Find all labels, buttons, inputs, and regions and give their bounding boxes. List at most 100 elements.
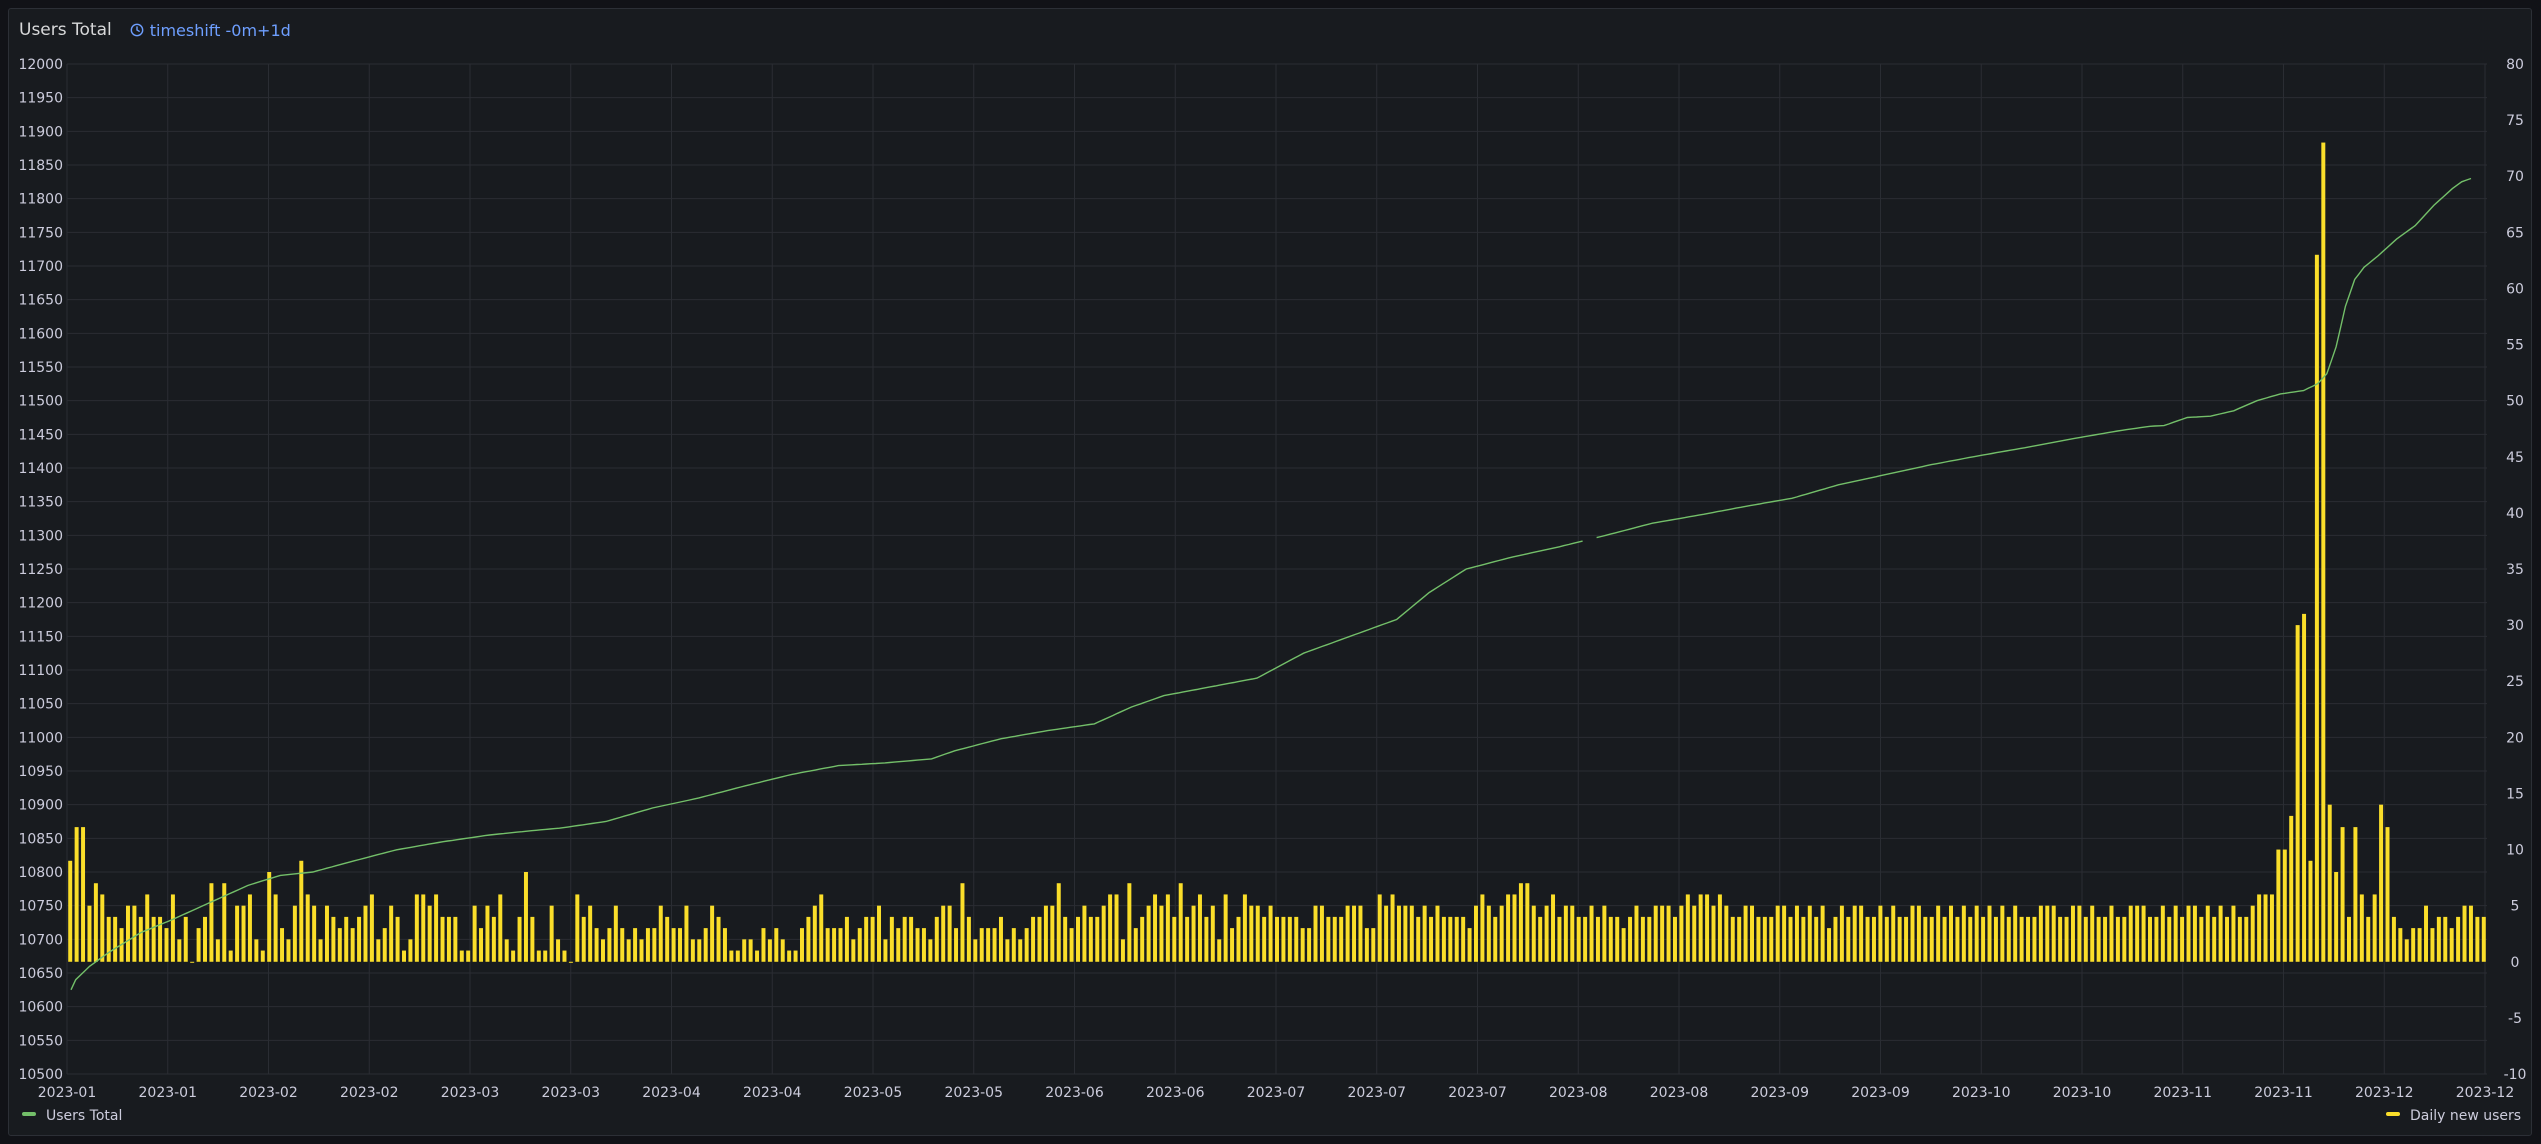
bar[interactable] [1345,905,1350,962]
bar[interactable] [2013,905,2018,962]
bar[interactable] [247,894,252,962]
bar[interactable] [645,928,650,962]
bar[interactable] [1647,916,1652,962]
bar[interactable] [1223,894,1228,962]
bar[interactable] [1088,916,1093,962]
bar[interactable] [1474,905,1478,962]
bar[interactable] [395,916,400,962]
bar[interactable] [774,928,779,962]
bar[interactable] [2276,849,2281,962]
bar[interactable] [1294,916,1299,962]
bar[interactable] [2340,827,2345,962]
bar[interactable] [806,916,811,962]
bar[interactable] [1499,905,1504,962]
legend-label-daily-new-users[interactable]: Daily new users [2410,1108,2521,1124]
bar[interactable] [684,905,689,962]
bar[interactable] [498,894,503,962]
bar[interactable] [581,916,586,962]
bar[interactable] [742,939,747,962]
bar[interactable] [2160,905,2165,962]
bar[interactable] [1429,916,1434,962]
bar[interactable] [2122,916,2127,962]
bar[interactable] [2257,894,2262,962]
bar[interactable] [2456,916,2461,962]
bar[interactable] [1827,928,1832,962]
bar[interactable] [363,905,368,962]
bar[interactable] [543,950,548,962]
bar[interactable] [523,872,528,962]
bar[interactable] [1929,916,1934,962]
bar[interactable] [1525,883,1530,962]
bar[interactable] [1570,905,1575,962]
bar[interactable] [1589,905,1594,962]
bar[interactable] [106,916,111,962]
bar[interactable] [986,928,991,962]
bar[interactable] [934,916,939,962]
bar[interactable] [857,928,862,962]
bar[interactable] [228,950,233,962]
bar[interactable] [678,928,683,962]
bar[interactable] [1955,916,1960,962]
bar[interactable] [145,894,150,962]
bar[interactable] [1782,905,1787,962]
bar[interactable] [1358,905,1363,962]
bar[interactable] [1846,916,1851,962]
bar[interactable] [1884,916,1889,962]
bar[interactable] [2096,916,2101,962]
bar[interactable] [735,950,740,962]
bar[interactable] [2083,916,2088,962]
bar[interactable] [2103,916,2108,962]
bar[interactable] [1987,905,1992,962]
bar[interactable] [2135,905,2140,962]
bar[interactable] [652,928,657,962]
bar[interactable] [1486,905,1491,962]
bar[interactable] [357,916,362,962]
bar[interactable] [1640,916,1645,962]
bar[interactable] [203,916,208,962]
bar[interactable] [2327,804,2332,962]
bar[interactable] [1904,916,1909,962]
bar[interactable] [87,905,92,962]
bar[interactable] [2225,916,2230,962]
bar[interactable] [2443,916,2448,962]
bar[interactable] [312,905,317,962]
bar[interactable] [1095,916,1100,962]
bar[interactable] [68,860,73,962]
bar[interactable] [466,950,471,962]
bar[interactable] [1159,905,1164,962]
bar[interactable] [2199,916,2204,962]
bar[interactable] [1493,916,1498,962]
bar[interactable] [1307,928,1312,962]
bar[interactable] [941,905,946,962]
bar[interactable] [1730,916,1735,962]
bar[interactable] [2379,804,2384,962]
bar[interactable] [575,894,580,962]
bar[interactable] [2019,916,2024,962]
bar[interactable] [125,905,130,962]
bar[interactable] [716,916,721,962]
bar[interactable] [1551,894,1556,962]
bar[interactable] [556,939,561,962]
bar[interactable] [671,928,676,962]
bar[interactable] [331,916,336,962]
bar[interactable] [902,916,907,962]
bar[interactable] [132,905,137,962]
bar[interactable] [1377,894,1382,962]
bar[interactable] [1563,905,1568,962]
bar[interactable] [2128,905,2133,962]
bar[interactable] [2430,928,2435,962]
bar[interactable] [992,928,997,962]
bar[interactable] [151,916,156,962]
bar[interactable] [2424,905,2429,962]
bar[interactable] [305,894,310,962]
bar[interactable] [1082,905,1087,962]
bar[interactable] [1050,905,1055,962]
bar[interactable] [491,916,496,962]
bar[interactable] [254,939,259,962]
bar[interactable] [594,928,599,962]
bar[interactable] [459,950,464,962]
bar[interactable] [1949,905,1953,962]
bar[interactable] [1242,894,1247,962]
bar[interactable] [2346,916,2351,962]
bar[interactable] [1518,883,1523,962]
